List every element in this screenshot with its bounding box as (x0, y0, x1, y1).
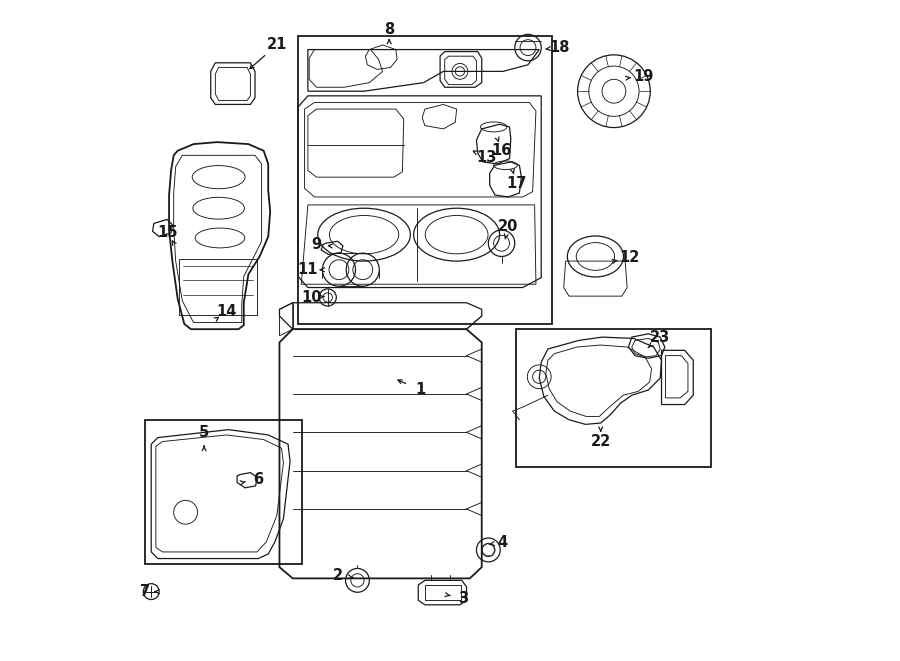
Text: 9: 9 (311, 237, 321, 252)
Text: 7: 7 (140, 584, 149, 599)
Text: 12: 12 (619, 251, 640, 265)
Text: 18: 18 (549, 40, 570, 55)
Bar (298, 36, 553, 324)
Bar (425, 585, 461, 600)
Text: 15: 15 (157, 225, 177, 240)
Text: 3: 3 (458, 591, 468, 605)
Text: 4: 4 (498, 535, 508, 549)
Text: 20: 20 (498, 219, 518, 233)
Text: 5: 5 (199, 426, 209, 440)
Bar (516, 329, 711, 467)
Text: 11: 11 (298, 262, 318, 277)
Text: 17: 17 (506, 176, 526, 191)
Text: 21: 21 (266, 38, 287, 52)
Text: 14: 14 (216, 305, 237, 319)
Text: 19: 19 (633, 69, 653, 83)
Text: 8: 8 (384, 22, 394, 37)
Text: 10: 10 (301, 290, 321, 305)
Text: 1: 1 (415, 383, 426, 397)
Text: 23: 23 (650, 330, 670, 344)
Bar (179, 259, 257, 315)
Text: 2: 2 (333, 568, 343, 582)
Text: 13: 13 (476, 150, 497, 165)
Text: 16: 16 (491, 143, 512, 158)
Text: 6: 6 (253, 472, 264, 486)
Bar (145, 420, 302, 564)
Text: 22: 22 (590, 434, 611, 449)
